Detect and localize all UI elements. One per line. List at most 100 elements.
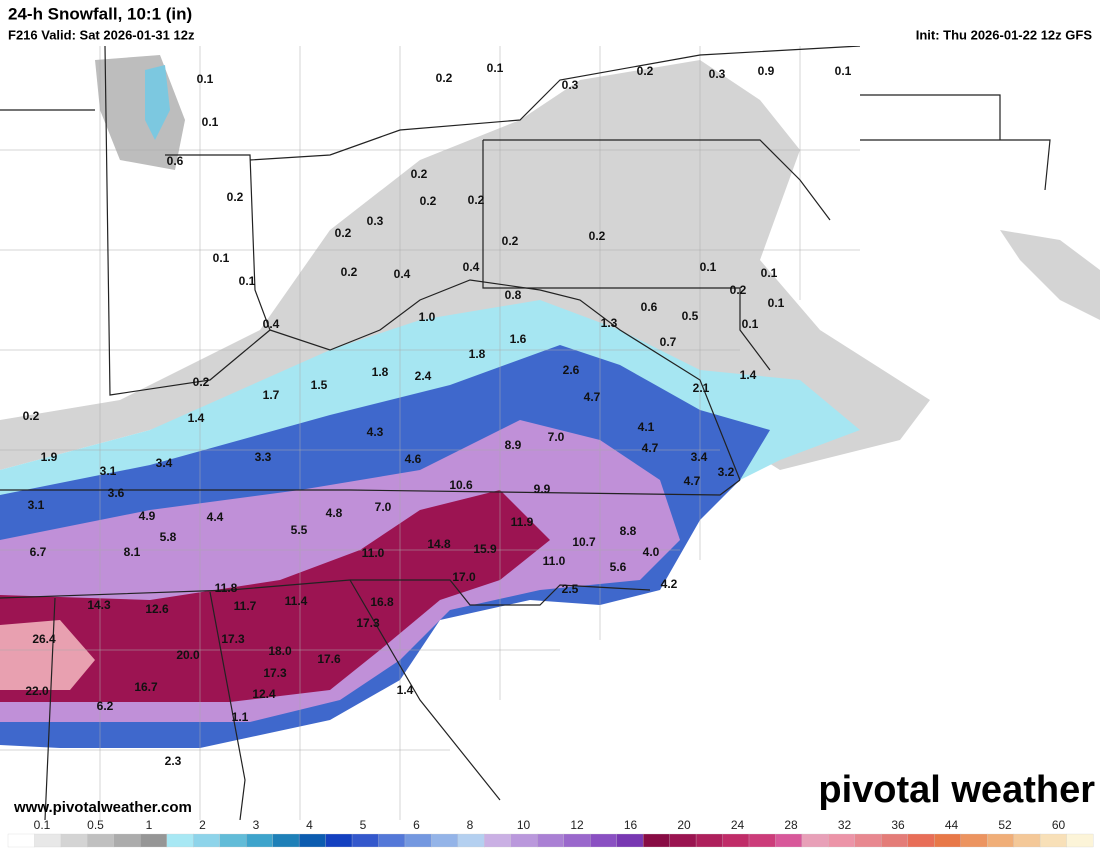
- snow-band-trace: [0, 60, 930, 470]
- snowfall-label: 7.0: [548, 430, 565, 444]
- legend-swatch: [986, 833, 1015, 848]
- snowfall-label: 0.6: [641, 300, 658, 314]
- snowfall-label: 0.2: [730, 283, 747, 297]
- snowfall-label: 0.3: [709, 67, 726, 81]
- snowfall-label: 0.4: [463, 260, 480, 274]
- snowfall-label: 1.7: [263, 388, 280, 402]
- snowfall-label: 3.2: [718, 465, 735, 479]
- init-time: Init: Thu 2026-01-22 12z GFS: [916, 27, 1093, 42]
- border-nc-tn: [0, 479, 741, 606]
- legend-swatch: [775, 833, 803, 848]
- legend-label: 10: [517, 818, 531, 832]
- legend-label: 0.5: [87, 818, 104, 832]
- snowfall-label: 0.1: [700, 260, 717, 274]
- snowfall-label: 16.8: [370, 595, 394, 609]
- snowfall-label: 0.2: [227, 190, 244, 204]
- legend-swatch: [219, 833, 247, 848]
- snowfall-label: 3.1: [100, 464, 117, 478]
- legend-swatch: [1013, 833, 1041, 848]
- legend-swatch: [590, 833, 618, 848]
- county-grid: [0, 46, 860, 820]
- legend-swatch: [828, 833, 856, 848]
- legend-swatch: [325, 833, 353, 848]
- snowfall-label: 15.9: [473, 542, 497, 556]
- snowfall-label: 3.3: [255, 450, 272, 464]
- snowfall-label: 6.2: [97, 699, 114, 713]
- snowfall-label: 4.2: [661, 577, 678, 591]
- snowfall-label: 1.9: [41, 450, 58, 464]
- snowfall-label: 1.8: [372, 365, 389, 379]
- snowfall-label: 1.8: [469, 347, 486, 361]
- legend-swatch: [907, 833, 935, 848]
- legend-swatch: [934, 833, 962, 848]
- legend-swatch: [748, 833, 776, 848]
- valid-time: F216 Valid: Sat 2026-01-31 12z: [8, 27, 195, 42]
- legend-swatch: [272, 833, 300, 848]
- snowfall-label: 0.2: [335, 226, 352, 240]
- legend-swatch: [298, 833, 327, 848]
- snowfall-label: 0.4: [394, 267, 411, 281]
- legend-swatch: [537, 833, 565, 848]
- snowfall-label: 7.0: [375, 500, 392, 514]
- snowfall-label: 11.7: [234, 599, 257, 613]
- legend-label: 36: [891, 818, 905, 832]
- legend-swatch: [960, 833, 988, 848]
- snowfall-label: 1.1: [232, 710, 249, 724]
- snowfall-label: 3.4: [691, 450, 708, 464]
- snowfall-label: 4.1: [638, 420, 655, 434]
- snowfall-label: 17.0: [452, 570, 476, 584]
- legend-swatch: [87, 833, 115, 848]
- snowfall-label: 0.1: [742, 317, 759, 331]
- legend-label: 32: [838, 818, 852, 832]
- snowfall-label: 9.9: [534, 482, 551, 496]
- snowfall-label: 1.3: [601, 316, 618, 330]
- snowfall-label: 0.1: [761, 266, 778, 280]
- snowfall-label: 8.1: [124, 545, 141, 559]
- snowfall-label: 0.8: [505, 288, 522, 302]
- snowfall-label: 4.0: [643, 545, 660, 559]
- snowfall-label: 2.5: [562, 582, 579, 596]
- snowfall-label: 3.6: [108, 486, 125, 500]
- legend-label: 3: [253, 818, 260, 832]
- brand: pivotal weather: [818, 769, 1095, 811]
- snowfall-label: 10.7: [572, 535, 596, 549]
- snowfall-label: 5.8: [160, 530, 177, 544]
- snowfall-labels: 0.1 0.1 0.6 0.2 0.1 0.1 0.4 0.2 0.2 1.4 1.7 1.5 1.8 2…: [23, 61, 852, 768]
- snowfall-label: 0.2: [341, 265, 358, 279]
- snowfall-label: 1.5: [311, 378, 328, 392]
- legend-swatch: [34, 833, 62, 848]
- legend-swatch: [140, 833, 168, 848]
- snowfall-label: 0.2: [589, 229, 606, 243]
- header-bar: [0, 0, 1100, 46]
- snowfall-label: 20.0: [176, 648, 200, 662]
- snowfall-label: 10.6: [449, 478, 473, 492]
- snowfall-label: 0.9: [758, 64, 775, 78]
- legend: 0.1 0.5 1 2 3 4 5 6 8 10 12 16 20 24 28 32 36 44 52 60: [7, 818, 1094, 848]
- snowfall-label: 14.8: [427, 537, 451, 551]
- snowfall-label: 17.3: [263, 666, 287, 680]
- snowfall-label: 1.6: [510, 332, 527, 346]
- snowfall-label: 4.7: [584, 390, 601, 404]
- legend-swatch: [695, 833, 723, 848]
- legend-swatch: [563, 833, 591, 848]
- snowfall-label: 14.3: [87, 598, 111, 612]
- legend-swatch: [7, 833, 35, 848]
- snowfall-label: 0.2: [193, 375, 210, 389]
- legend-swatch: [60, 833, 88, 848]
- snowfall-label: 12.4: [252, 687, 276, 701]
- legend-swatch: [881, 833, 909, 848]
- snowfall-label: 0.1: [239, 274, 256, 288]
- snowfall-label: 0.6: [167, 154, 184, 168]
- border-ne: [860, 94, 1051, 191]
- snowfall-label: 11.8: [215, 581, 238, 595]
- snowfall-label: 4.9: [139, 509, 156, 523]
- snow-band-lake-core: [145, 65, 170, 140]
- legend-swatch: [404, 833, 432, 848]
- website: www.pivotalweather.com: [13, 799, 192, 816]
- snowfall-label: 3.4: [156, 456, 173, 470]
- snowfall-label: 0.1: [202, 115, 219, 129]
- legend-label: 44: [945, 818, 959, 832]
- snowfall-label: 4.3: [367, 425, 384, 439]
- legend-label: 12: [570, 818, 584, 832]
